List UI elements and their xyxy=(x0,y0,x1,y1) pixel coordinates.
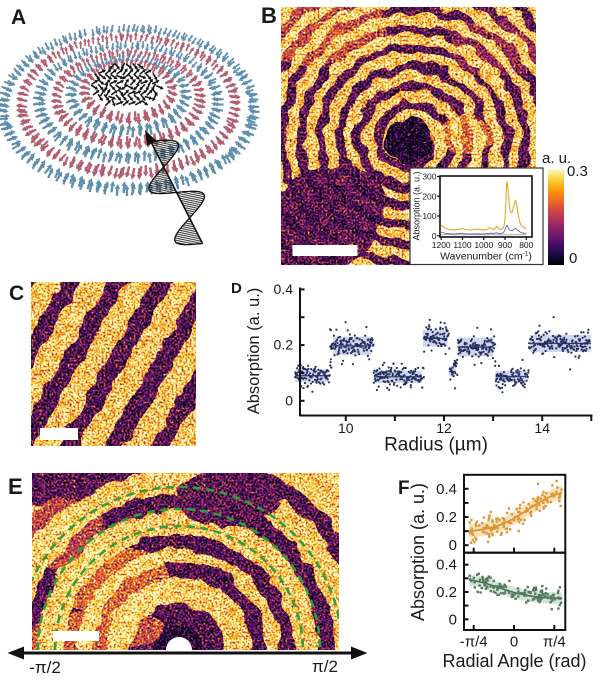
svg-text:0: 0 xyxy=(569,250,577,267)
svg-text:π/4: π/4 xyxy=(543,634,566,651)
svg-text:1100: 1100 xyxy=(453,240,472,250)
svg-text:10: 10 xyxy=(338,420,354,436)
svg-text:Absorption (a. u.): Absorption (a. u.) xyxy=(412,171,422,240)
svg-text:-π/4: -π/4 xyxy=(460,634,488,651)
svg-text:200: 200 xyxy=(422,191,436,201)
svg-text:1200: 1200 xyxy=(432,240,451,250)
svg-text:Absorption (a. u.): Absorption (a. u.) xyxy=(408,483,428,621)
svg-text:0: 0 xyxy=(449,611,457,628)
svg-text:0.4: 0.4 xyxy=(436,481,457,498)
svg-text:C: C xyxy=(9,282,24,305)
svg-text:A: A xyxy=(11,6,26,29)
svg-text:-π/2: -π/2 xyxy=(29,658,61,677)
svg-text:800: 800 xyxy=(519,240,533,250)
svg-text:300: 300 xyxy=(422,172,436,182)
svg-text:1000: 1000 xyxy=(474,240,493,250)
svg-text:Radius (µm): Radius (µm) xyxy=(384,435,488,456)
svg-text:12: 12 xyxy=(436,420,452,436)
svg-text:900: 900 xyxy=(498,240,512,250)
svg-text:π/2: π/2 xyxy=(312,657,338,676)
svg-text:Absorption (a. u.): Absorption (a. u.) xyxy=(245,288,263,415)
svg-text:E: E xyxy=(8,474,23,499)
svg-text:0.2: 0.2 xyxy=(274,337,294,353)
svg-text:Wavenumber (cm-1): Wavenumber (cm-1) xyxy=(440,251,532,263)
svg-text:0: 0 xyxy=(432,231,437,241)
svg-text:100: 100 xyxy=(422,211,436,221)
svg-text:0: 0 xyxy=(285,392,293,408)
svg-text:0.4: 0.4 xyxy=(436,557,457,574)
svg-text:B: B xyxy=(261,3,277,28)
svg-text:F: F xyxy=(398,478,410,499)
svg-text:0.3: 0.3 xyxy=(567,163,588,180)
svg-text:0.2: 0.2 xyxy=(436,509,457,526)
svg-text:Radial Angle (rad): Radial Angle (rad) xyxy=(442,651,586,671)
svg-text:0.4: 0.4 xyxy=(274,281,294,297)
svg-text:a. u.: a. u. xyxy=(542,150,571,167)
svg-text:0: 0 xyxy=(449,537,457,554)
svg-text:0: 0 xyxy=(510,634,518,651)
svg-text:14: 14 xyxy=(534,420,550,436)
svg-text:0.2: 0.2 xyxy=(436,584,457,601)
svg-text:D: D xyxy=(231,280,242,297)
